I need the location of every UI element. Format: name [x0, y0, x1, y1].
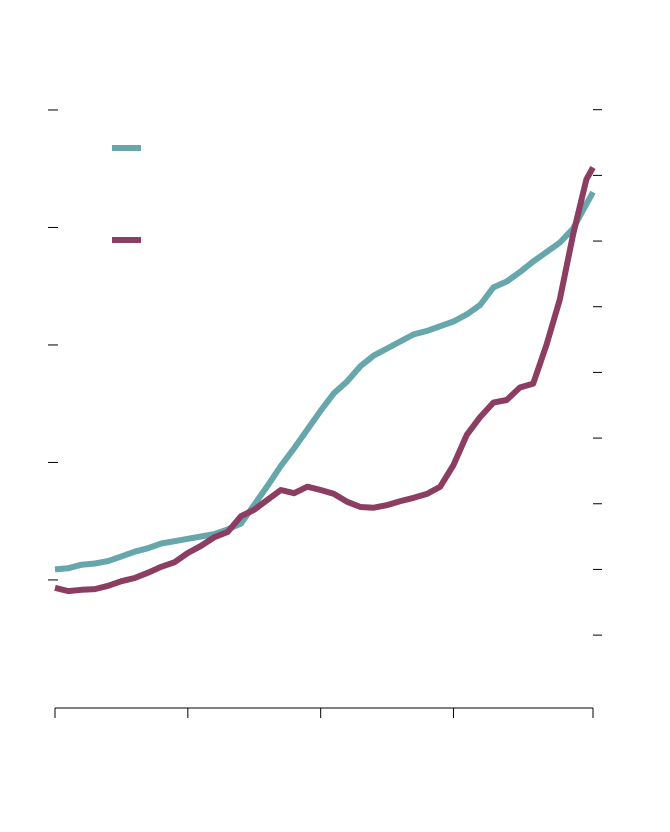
series-line [54, 166, 596, 595]
series-line [54, 190, 596, 573]
